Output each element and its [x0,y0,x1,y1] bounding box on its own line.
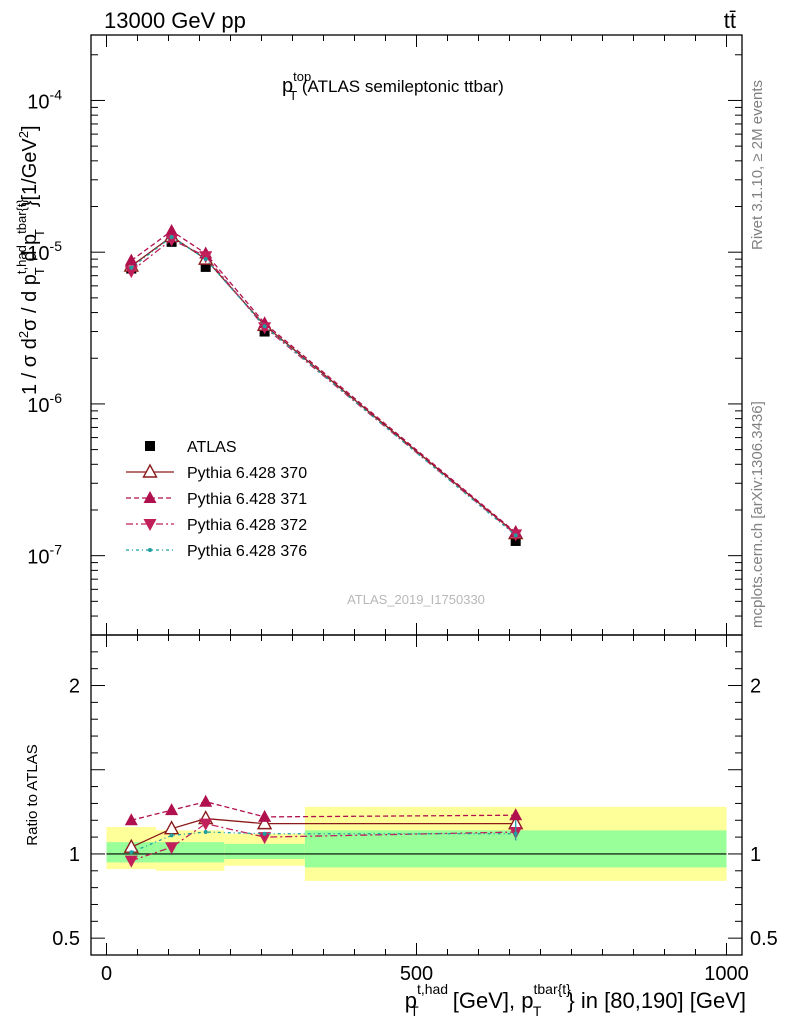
mc-point [169,234,174,239]
title-main: p [282,75,293,97]
process-label: tt̄ [724,8,736,33]
ratio-point [256,815,273,830]
analysis-watermark: ATLAS_2019_I1750330 [347,592,485,607]
mc-point [124,253,138,266]
data-point [200,261,211,272]
mcplots-label: mcplots.cern.ch [arXiv:1306.3436] [749,401,766,628]
ratio-point [258,832,272,845]
ratio-series-line [131,831,516,853]
ratio-y-tick-label-right: 1 [750,844,761,866]
ratio-series-line [131,822,516,862]
x-axis-label: pt,had T [GeV], ptbar{t} T} in [80,190] [G… [405,981,746,1019]
ratio-panel-frame [90,634,743,956]
mc-point [203,257,208,262]
ratio-point [129,850,134,855]
uncertainty-band-inner [156,842,225,863]
ratio-y-tick-label: 1 [69,844,80,866]
x-tick-label: 500 [400,963,433,985]
legend-label: Pythia 6.428 372 [187,517,307,534]
legend-label: Pythia 6.428 376 [187,543,307,560]
ratio-point [199,794,213,807]
y-tick-label: 10-4 [27,86,62,113]
legend-marker [148,548,152,552]
ratio-point [199,818,213,831]
y-tick-label: 10-6 [27,390,62,417]
ratio-y-tick-label-right: 0.5 [750,928,778,950]
legend-marker [145,441,155,451]
ratio-y-tick-label: 0.5 [52,928,80,950]
ratio-point [124,855,138,868]
collision-label: 13000 GeV pp [104,8,246,33]
x-tick-label: 1000 [704,963,749,985]
ratio-y-axis-label: Ratio to ATLAS [24,744,41,845]
y-tick-label: 10-7 [27,542,62,569]
legend-marker [143,519,157,531]
series-line [130,235,517,534]
ratio-point [165,842,179,855]
series-line [130,238,517,535]
legend-marker [142,463,158,478]
mc-point [124,266,138,279]
rivet-version-label: Rivet 3.1.10, ≥ 2M events [749,80,766,250]
ratio-point [258,809,272,822]
legend-marker [143,491,157,503]
mc-point [165,223,179,236]
mc-point [258,322,272,335]
plot-title: ptop T (ATLAS semileptonic ttbar) [282,69,504,103]
y-tick-label: 10-5 [27,238,62,265]
ratio-y-tick-label-right: 2 [750,676,761,698]
title-sup: top [293,69,311,84]
ratio-point [124,813,138,826]
x-tick-label: 0 [101,963,112,985]
legend-label: ATLAS [187,439,237,456]
ratio-point [165,803,179,816]
ratio-point [169,833,174,838]
legend-label: Pythia 6.428 371 [187,491,307,508]
ratio-point [509,808,523,821]
ratio-y-tick-label: 2 [69,676,80,698]
legend-label: Pythia 6.428 370 [187,465,307,482]
title-sub: T [289,88,297,103]
mc-point [262,324,267,329]
ratio-point [203,830,208,835]
title-rest: (ATLAS semileptonic ttbar) [297,77,504,96]
mc-point [165,234,179,247]
mc-point [129,265,134,270]
ratio-point [262,831,267,836]
mc-point [513,533,518,538]
uncertainty-band-inner [224,843,305,859]
